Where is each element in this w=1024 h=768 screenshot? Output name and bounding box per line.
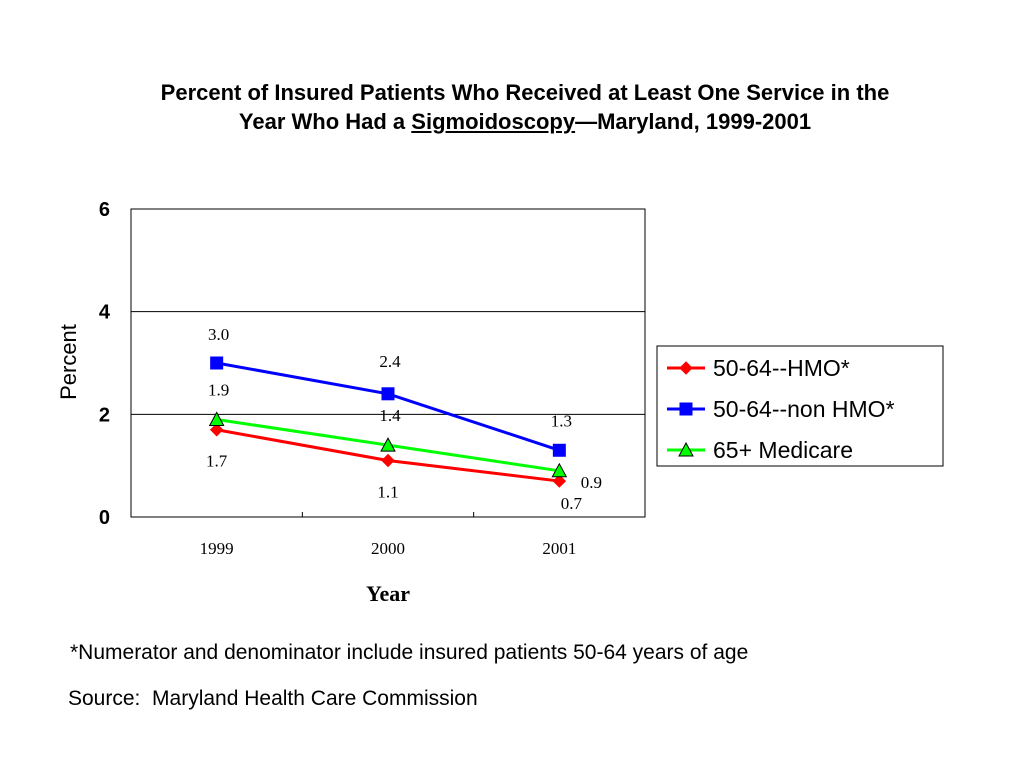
diamond-marker [552, 474, 567, 488]
legend-box [656, 345, 944, 467]
labels-layer: 1.7 1.1 0.7 3.0 2.4 1.3 1.9 1.4 0.9 [206, 325, 602, 513]
footnote: *Numerator and denominator include insur… [70, 641, 749, 664]
chart-title-line2-pre: Year Who Had a [238, 109, 412, 134]
legend-entry-label: 50-64--HMO* [713, 355, 850, 381]
triangle-marker [208, 411, 225, 426]
legend-entry-label: 50-64--non HMO* [713, 396, 895, 422]
chart-title: Percent of Insured Patients Who Received… [60, 78, 990, 136]
data-label: 1.4 [379, 406, 401, 425]
y-axis-title: Percent [56, 324, 81, 400]
x-axis-title: Year [366, 581, 410, 606]
y-tick-label: 4 [99, 302, 111, 324]
data-label: 1.1 [377, 483, 398, 502]
data-label: 1.3 [551, 411, 572, 430]
triangle-marker [380, 437, 396, 452]
data-label: 1.7 [206, 452, 228, 471]
source-note: Source: Maryland Health Care Commission [68, 687, 478, 710]
square-marker [552, 443, 566, 457]
data-label: 1.9 [208, 380, 229, 399]
series-layer [208, 356, 568, 488]
x-tick-label: 2000 [371, 539, 405, 558]
x-tick-label: 1999 [200, 539, 234, 558]
y-tick-label: 0 [99, 507, 110, 529]
y-tick-label: 2 [99, 404, 110, 426]
legend: 50-64--HMO* 50-64--non HMO* 65+ Medicare [656, 345, 944, 467]
chart-title-line2-post: —Maryland, 1999-2001 [575, 109, 812, 134]
chart-title-underlined: Sigmoidoscopy [411, 109, 576, 134]
legend-diamond-marker [679, 361, 693, 375]
square-marker [381, 387, 395, 401]
diamond-marker [209, 423, 224, 437]
legend-triangle-marker [678, 441, 694, 457]
x-tick-label: 2001 [542, 539, 576, 558]
legend-entry-label: 65+ Medicare [713, 437, 853, 463]
data-label: 0.7 [561, 494, 583, 513]
chart-title-line1: Percent of Insured Patients Who Received… [160, 80, 890, 105]
square-marker [210, 356, 224, 370]
chart-title-line2: Year Who Had a Sigmoidoscopy—Maryland, 1… [60, 107, 990, 136]
diamond-marker [381, 453, 395, 468]
data-label: 0.9 [581, 473, 602, 492]
data-label: 3.0 [208, 325, 229, 344]
data-label: 2.4 [379, 352, 401, 371]
y-tick-label: 6 [99, 199, 110, 221]
triangle-marker [551, 462, 568, 478]
legend-square-marker [679, 402, 693, 416]
